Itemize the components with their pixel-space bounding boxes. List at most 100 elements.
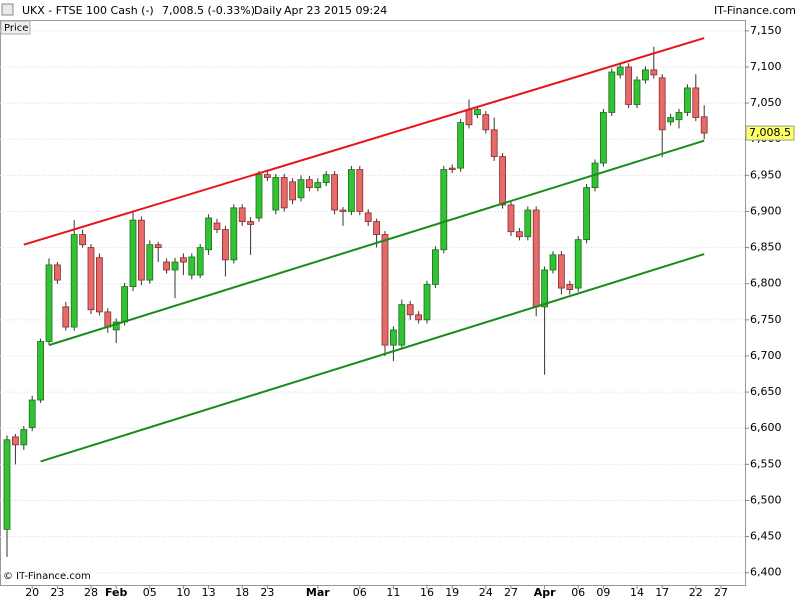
y-tick-label: 6,500 — [750, 493, 782, 506]
x-tick-label: 28 — [84, 586, 98, 599]
x-tick-label: 17 — [655, 586, 669, 599]
candle-body — [121, 286, 128, 323]
candle-body — [137, 219, 145, 281]
candle-body — [516, 231, 523, 238]
candle-body — [87, 247, 95, 311]
candle-body — [339, 209, 347, 212]
candle-body — [406, 304, 414, 316]
candle-body — [524, 209, 532, 238]
x-tick-label: Mar — [306, 586, 330, 599]
plot-frame — [0, 20, 746, 586]
candle-body — [650, 69, 658, 76]
candle-body — [305, 179, 313, 189]
candle-body — [37, 341, 44, 401]
x-tick-label: 14 — [630, 586, 644, 599]
candle-body — [347, 169, 355, 212]
instrument-title: UKX - FTSE 100 Cash (-) — [22, 4, 154, 17]
candle-body — [675, 112, 683, 121]
menu-icon[interactable] — [1, 3, 14, 16]
x-tick-label: 27 — [714, 586, 728, 599]
period: Daily — [254, 4, 282, 17]
last-price-label: 7,008.5 — [749, 126, 791, 139]
candle-body — [54, 264, 61, 281]
candle-body — [20, 429, 28, 446]
candle-body — [381, 234, 389, 346]
candle-body — [658, 77, 666, 131]
candle-body — [499, 156, 507, 206]
candle-body — [440, 169, 448, 251]
candle-body — [28, 399, 36, 428]
trend-line — [48, 139, 705, 347]
y-tick-label: 7,050 — [750, 96, 782, 109]
candle-body — [423, 284, 431, 321]
candle-body — [179, 257, 187, 263]
x-tick-label: Feb — [105, 586, 128, 599]
y-tick-label: 6,550 — [750, 457, 782, 470]
x-tick-label: 19 — [445, 586, 459, 599]
candle-body — [457, 122, 465, 169]
candle-body — [79, 234, 86, 246]
candle-body — [188, 256, 196, 276]
candle-body — [272, 177, 280, 211]
x-tick-label: 06 — [353, 586, 367, 599]
copyright: © IT-Finance.com — [3, 571, 91, 582]
candle-body — [322, 174, 330, 183]
candle-body — [625, 66, 632, 105]
candle-body — [583, 187, 590, 241]
x-tick-label: 23 — [50, 586, 64, 599]
timestamp: Apr 23 2015 09:24 — [284, 4, 387, 17]
candle-body — [549, 254, 557, 271]
x-tick-label: 18 — [235, 586, 249, 599]
candle-body — [389, 329, 397, 346]
candle-body — [558, 254, 565, 289]
y-tick-label: 6,450 — [750, 530, 782, 543]
candle-body — [700, 116, 708, 134]
candle-body — [196, 247, 204, 276]
y-tick-label: 6,600 — [750, 421, 782, 434]
x-tick-label: Apr — [534, 586, 556, 599]
trend-line — [23, 37, 705, 246]
x-tick-label: 24 — [479, 586, 493, 599]
candle-body — [684, 87, 691, 113]
candle-body — [616, 66, 624, 76]
candle-body — [247, 221, 255, 225]
candle-body — [62, 306, 70, 328]
y-tick-label: 6,400 — [750, 566, 782, 579]
candle-body — [255, 174, 263, 219]
x-tick-label: 09 — [596, 586, 610, 599]
candle-body — [398, 304, 406, 346]
x-tick-label: 27 — [504, 586, 518, 599]
candle-body — [146, 244, 154, 281]
candle-body — [600, 112, 607, 164]
candle-body — [104, 311, 112, 328]
y-tick-label: 6,750 — [750, 313, 782, 326]
x-tick-label: 05 — [143, 586, 157, 599]
y-tick-label: 6,850 — [750, 241, 782, 254]
candle-body — [171, 261, 179, 271]
x-tick-label: 13 — [202, 586, 216, 599]
candle-body — [642, 69, 649, 81]
candle-body — [608, 71, 616, 113]
candle-body — [356, 169, 364, 212]
candle-body — [692, 87, 700, 118]
candle-body — [667, 117, 674, 123]
panel-label-box — [0, 20, 31, 35]
candle-body — [289, 181, 297, 201]
panel-label: Price — [4, 23, 28, 34]
candle-body — [431, 249, 439, 285]
candle-body — [574, 239, 582, 289]
x-tick-label: 23 — [260, 586, 274, 599]
x-tick-label: 11 — [386, 586, 400, 599]
candle-body — [490, 129, 498, 157]
x-tick-label: 22 — [689, 586, 703, 599]
candle-body — [331, 174, 339, 211]
candle-body — [3, 439, 11, 530]
quote: 7,008.5 (-0.33%) — [162, 4, 255, 17]
candle-body — [11, 436, 19, 446]
x-tick-label: 16 — [420, 586, 434, 599]
candle-body — [129, 219, 137, 288]
y-tick-label: 6,700 — [750, 349, 782, 362]
candle-body — [230, 207, 238, 261]
